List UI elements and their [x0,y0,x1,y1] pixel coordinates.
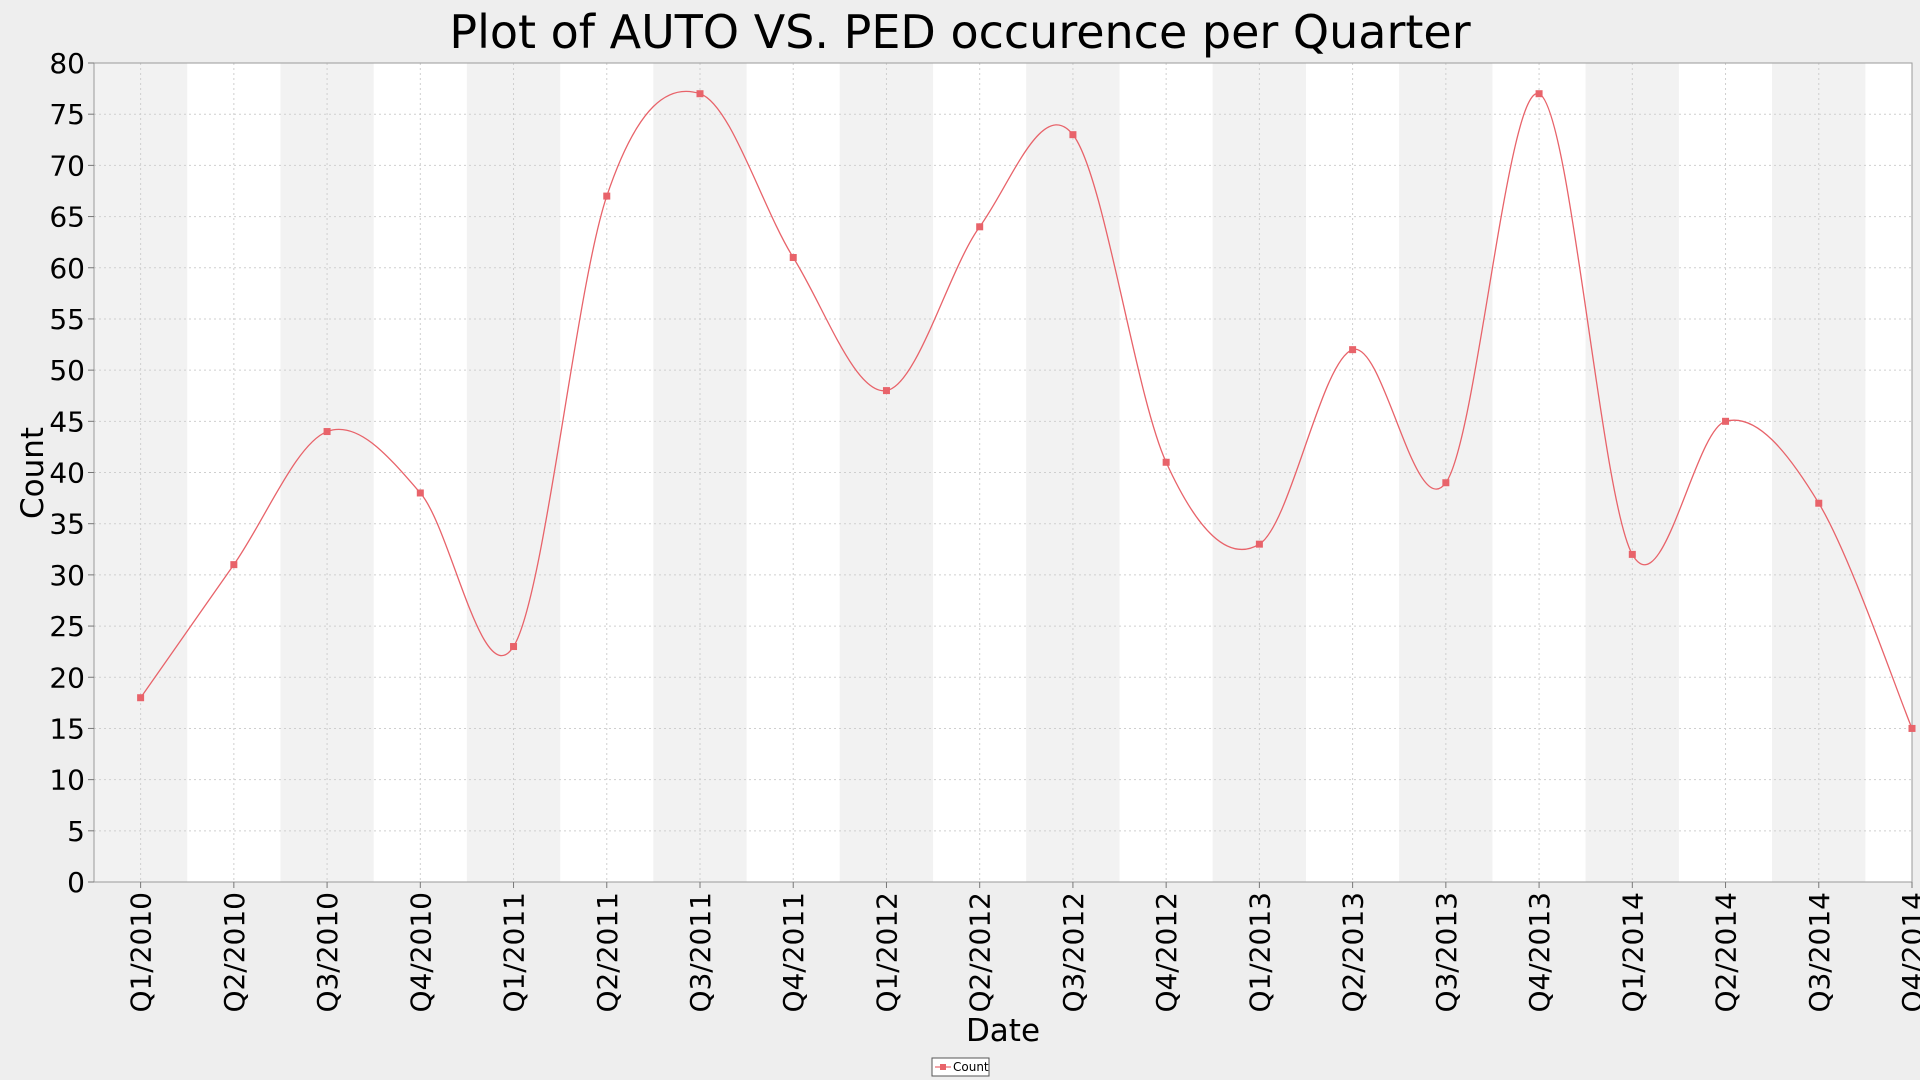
data-point [1722,417,1730,425]
data-point [1349,346,1357,354]
y-tick-label: 75 [49,98,85,131]
data-point [882,387,890,395]
x-tick-label: Q3/2013 [1430,892,1463,1013]
y-tick-label: 10 [49,764,85,797]
x-tick-label: Q3/2012 [1057,892,1090,1013]
data-point [1255,540,1263,548]
data-point [1535,90,1543,98]
x-tick-label: Q3/2014 [1803,892,1836,1013]
data-point [230,561,238,569]
y-tick-label: 45 [49,405,85,438]
x-tick-label: Q2/2012 [964,892,997,1013]
y-tick-label: 80 [49,47,85,80]
data-point [137,694,145,702]
data-point [1908,724,1916,732]
legend-box [931,1057,990,1077]
y-tick-label: 15 [49,712,85,745]
x-tick-label: Q2/2013 [1337,892,1370,1013]
y-axis: 0 5 10 15 20 25 30 35 40 45 50 55 60 65 70 75 80 [49,47,94,899]
data-point [603,192,611,200]
series-layer [137,90,1916,732]
data-point [1628,550,1636,558]
x-tick-label: Q2/2014 [1710,892,1743,1013]
data-point [1162,458,1170,466]
y-tick-label: 35 [49,508,85,541]
x-tick-label: Q4/2012 [1150,892,1183,1013]
y-tick-label: 55 [49,303,85,336]
chart-title: Plot of AUTO VS. PED occurence per Quart… [449,5,1470,59]
y-tick-label: 65 [49,201,85,234]
x-tick-label: Q2/2010 [218,892,251,1013]
x-tick-label: Q3/2010 [311,892,344,1013]
y-tick-label: 60 [49,252,85,285]
data-point [1815,499,1823,507]
data-point [1442,479,1450,487]
y-tick-label: 30 [49,559,85,592]
y-tick-label: 25 [49,610,85,643]
x-tick-label: Q4/2011 [777,892,810,1013]
data-point [976,223,984,231]
x-tick-label: Q4/2014 [1896,892,1920,1013]
x-tick-label: Q4/2010 [404,892,437,1013]
y-tick-label: 0 [67,866,85,899]
data-point [1069,131,1077,139]
x-axis-label: Date [966,1013,1040,1049]
data-point [696,90,704,98]
x-tick-label: Q1/2013 [1243,892,1276,1013]
y-axis-label: Count [15,427,51,519]
x-axis: Q1/2010 Q2/2010 Q3/2010 Q4/2010 Q1/2011 Q2/20… [125,882,1920,1013]
legend-marker [940,1064,946,1070]
y-tick-label: 5 [67,815,85,848]
y-tick-label: 40 [49,457,85,490]
x-tick-label: Q1/2010 [125,892,158,1013]
y-tick-label: 50 [49,354,85,387]
x-tick-label: Q3/2011 [684,892,717,1013]
x-tick-label: Q1/2014 [1616,892,1649,1013]
legend-entry: Count [953,1060,989,1074]
legend: Count [931,1057,990,1077]
x-tick-label: Q2/2011 [591,892,624,1013]
data-point [416,489,424,497]
x-tick-label: Q1/2012 [870,892,903,1013]
data-point [789,254,797,262]
y-tick-label: 70 [49,149,85,182]
x-tick-label: Q1/2011 [498,892,531,1013]
series-line-count [140,90,1913,729]
y-tick-label: 20 [49,661,85,694]
data-point [323,428,331,436]
x-tick-label: Q4/2013 [1523,892,1556,1013]
data-point [510,643,518,651]
